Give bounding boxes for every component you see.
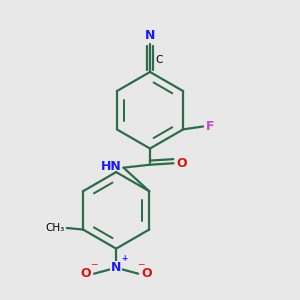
Text: N: N [111,261,121,274]
Text: C: C [155,55,163,65]
Text: CH₃: CH₃ [46,223,65,233]
Text: O: O [176,157,187,170]
Text: +: + [122,254,128,263]
Text: O: O [80,267,91,280]
Text: −: − [90,260,97,268]
Text: F: F [206,120,214,133]
Text: N: N [145,28,155,42]
Text: O: O [141,267,152,280]
Text: −: − [137,260,145,268]
Text: HN: HN [101,160,122,173]
